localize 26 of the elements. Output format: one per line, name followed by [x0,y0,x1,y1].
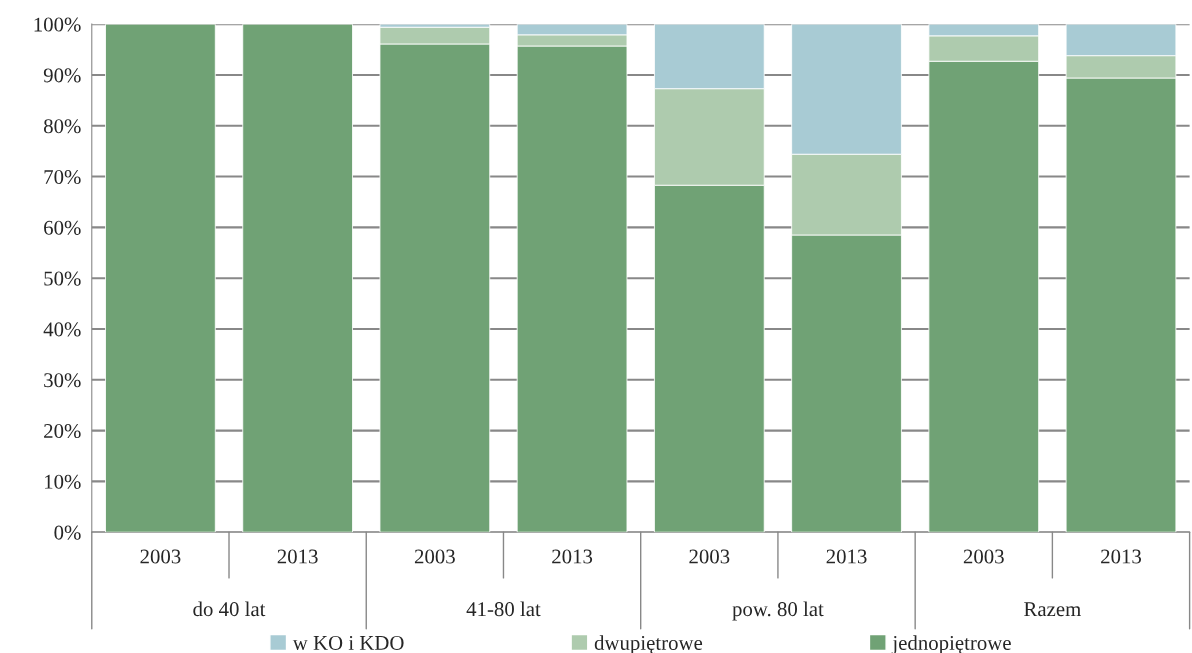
y-tick-label: 80% [43,119,81,134]
x-tick-label: 2013 [1101,549,1142,564]
y-tick-label: 60% [44,220,81,235]
y-tick-label: 70% [44,169,81,185]
y-tick-label: 40% [43,322,81,337]
x-tick-label: 2013 [552,549,593,564]
y-tick-label: 0% [54,525,81,540]
y-tick-label: 100% [34,17,81,32]
y-tick-label: 50% [44,271,81,286]
bar [105,24,216,533]
bar [242,24,353,533]
x-tick-label: 2003 [414,549,455,564]
y-tick-label: 20% [44,423,81,439]
text: do 40 lat [193,601,266,617]
y-tick-label: 30% [44,373,81,388]
y-tick-label: 10% [45,474,81,489]
y-tick-label: 90% [43,68,81,83]
x-tick-label: 2003 [140,549,181,564]
text: pow. 80 lat [732,601,824,621]
x-tick-label: 2003 [689,549,730,564]
text: Razem [1024,602,1081,617]
x-tick-label: 2013 [826,549,867,564]
x-tick-label: 2003 [963,549,1004,564]
x-tick-label: 2013 [277,549,318,564]
legend-label: w KO i KDO [292,635,404,650]
text: 41-80 lat [466,601,541,617]
